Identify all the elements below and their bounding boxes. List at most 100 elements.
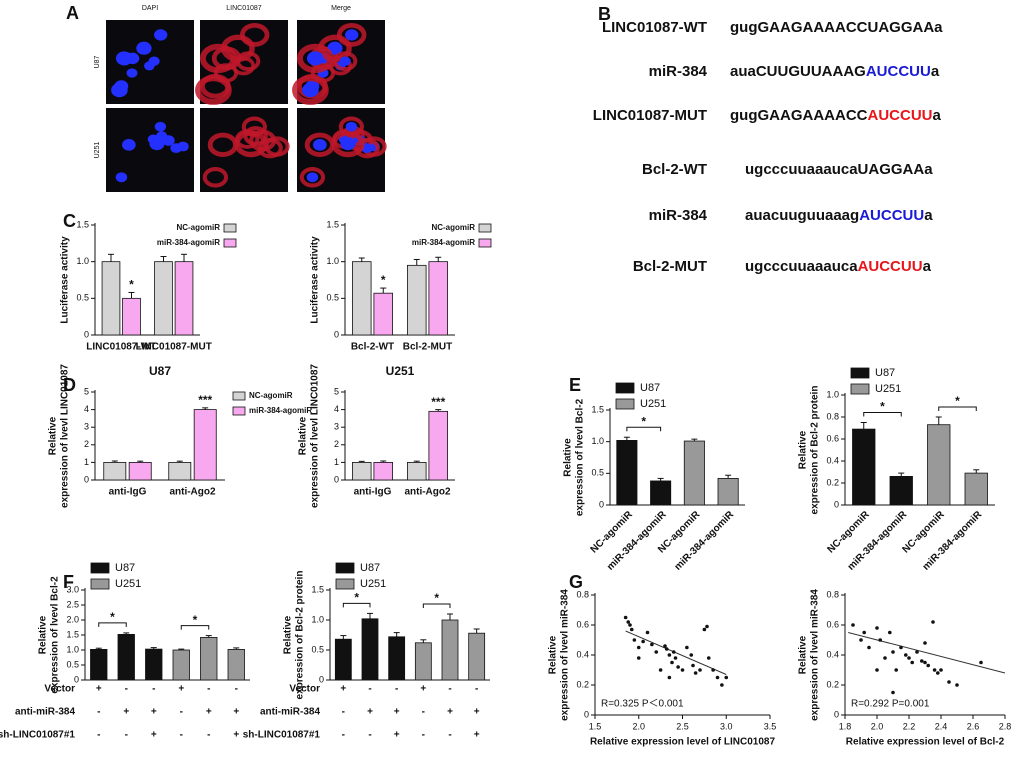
y-tick-label: 1.0 — [311, 614, 324, 624]
bar — [414, 642, 432, 681]
scatter-point — [680, 668, 685, 672]
scatter-point — [629, 627, 634, 632]
cytoplasm-stain — [332, 51, 358, 72]
condition-mark: - — [368, 730, 371, 741]
y-tick-label: 0.8 — [826, 411, 839, 421]
bar — [650, 480, 672, 506]
nucleus-stain — [339, 56, 351, 66]
x-tick-label: 3.0 — [720, 721, 733, 731]
y-tick-label: 1.5 — [76, 219, 89, 229]
scatter-point — [636, 645, 641, 650]
scatter-point — [650, 642, 654, 647]
significance-label: * — [880, 400, 885, 414]
y-tick-label: 2.5 — [66, 599, 79, 609]
scatter-point — [693, 671, 698, 675]
significance-bracket — [863, 412, 902, 417]
scatter-point — [899, 645, 903, 650]
legend-swatch — [90, 562, 110, 574]
scatter-point — [664, 647, 669, 651]
significance-label: *** — [431, 395, 445, 409]
sequence: ugcccuuaaaucaAUCCUUa — [745, 258, 932, 275]
nucleus-stain — [345, 29, 359, 41]
y-tick-label: 1 — [334, 457, 339, 467]
condition-mark: + — [340, 684, 346, 695]
bar — [406, 264, 427, 336]
y-tick-label: 0 — [84, 329, 89, 339]
y-tick-label: 2 — [334, 439, 339, 449]
y-axis-label: Relative — [48, 416, 59, 455]
scatter-point — [923, 641, 927, 645]
significance-bracket — [342, 602, 371, 608]
y-tick-label: 0.6 — [826, 619, 839, 629]
condition-mark: - — [395, 684, 398, 695]
condition-name: sh-LINC01087#1 — [243, 730, 321, 741]
significance-label: * — [193, 613, 198, 627]
legend-swatch — [615, 382, 635, 394]
x-tick-label: 2.8 — [999, 721, 1012, 731]
sequence-name: LINC01087-MUT — [593, 107, 707, 124]
scatter-point — [724, 675, 729, 680]
scatter-point — [641, 639, 645, 644]
scatter-point — [867, 645, 871, 650]
y-axis-label: expression of Bcl-2 protein — [810, 386, 821, 515]
bar — [428, 261, 449, 336]
y-axis-label: Relative — [38, 615, 49, 654]
scatter-point — [667, 653, 672, 657]
y-tick-label: 1.0 — [66, 644, 79, 654]
scatter-point — [859, 638, 863, 642]
condition-name: anti-miR-384 — [15, 707, 75, 718]
sequence-part: AUCCUU — [866, 63, 931, 80]
legend-label: U251 — [115, 578, 141, 590]
y-axis-label: Relative — [548, 635, 559, 674]
legend-label: U251 — [875, 383, 901, 395]
sequence-part: a — [924, 207, 933, 224]
condition-mark: - — [368, 684, 371, 695]
scatter-point — [658, 668, 663, 672]
nucleus-stain — [302, 82, 319, 98]
condition-name: anti-miR-384 — [260, 707, 320, 718]
sequence-part: gugGAAGAAAACCUAGGAAa — [730, 19, 943, 36]
condition-mark: - — [475, 684, 478, 695]
scatter-point — [926, 663, 930, 668]
y-tick-label: 4 — [334, 404, 339, 414]
bar — [361, 618, 379, 681]
nucleus-stain — [115, 172, 128, 183]
scatter-point — [636, 656, 641, 660]
y-tick-label: 0.5 — [66, 659, 79, 669]
significance-bracket — [180, 625, 210, 630]
cytoplasm-stain — [299, 167, 326, 188]
bar — [200, 637, 218, 681]
nucleus-stain — [170, 143, 182, 154]
x-tick-label: 2.5 — [676, 721, 689, 731]
bar — [852, 428, 876, 506]
scatter-point — [891, 690, 895, 695]
y-tick-label: 0 — [84, 474, 89, 484]
scatter-point — [671, 650, 676, 654]
legend-swatch — [232, 406, 246, 416]
nucleus-stain — [126, 68, 138, 78]
condition-mark: + — [447, 707, 453, 718]
legend-label: miR-384-agomiR — [249, 406, 312, 415]
scatter-point — [670, 660, 674, 665]
scatter-point — [920, 659, 924, 663]
bar — [168, 461, 192, 481]
condition-mark: - — [448, 730, 451, 741]
sequence: gugGAAGAAAACCUAGGAAa — [730, 19, 943, 36]
condition-mark: + — [151, 730, 157, 741]
panel-label: E — [569, 375, 581, 395]
nucleus-stain — [115, 51, 133, 66]
y-axis-label: Relative — [798, 635, 809, 674]
bar — [468, 632, 486, 681]
condition-mark: - — [125, 684, 128, 695]
y-tick-label: 0.5 — [591, 468, 604, 478]
sequence: ugcccuuaaaucaUAGGAAa — [745, 161, 933, 178]
nucleus-stain — [136, 41, 152, 55]
x-tick-label: anti-IgG — [109, 487, 147, 498]
scatter-point — [626, 620, 631, 624]
y-tick-label: 0.5 — [311, 644, 324, 654]
significance-bracket — [626, 426, 662, 432]
scatter-point — [894, 668, 898, 672]
bar — [154, 261, 173, 336]
condition-mark: + — [123, 707, 129, 718]
